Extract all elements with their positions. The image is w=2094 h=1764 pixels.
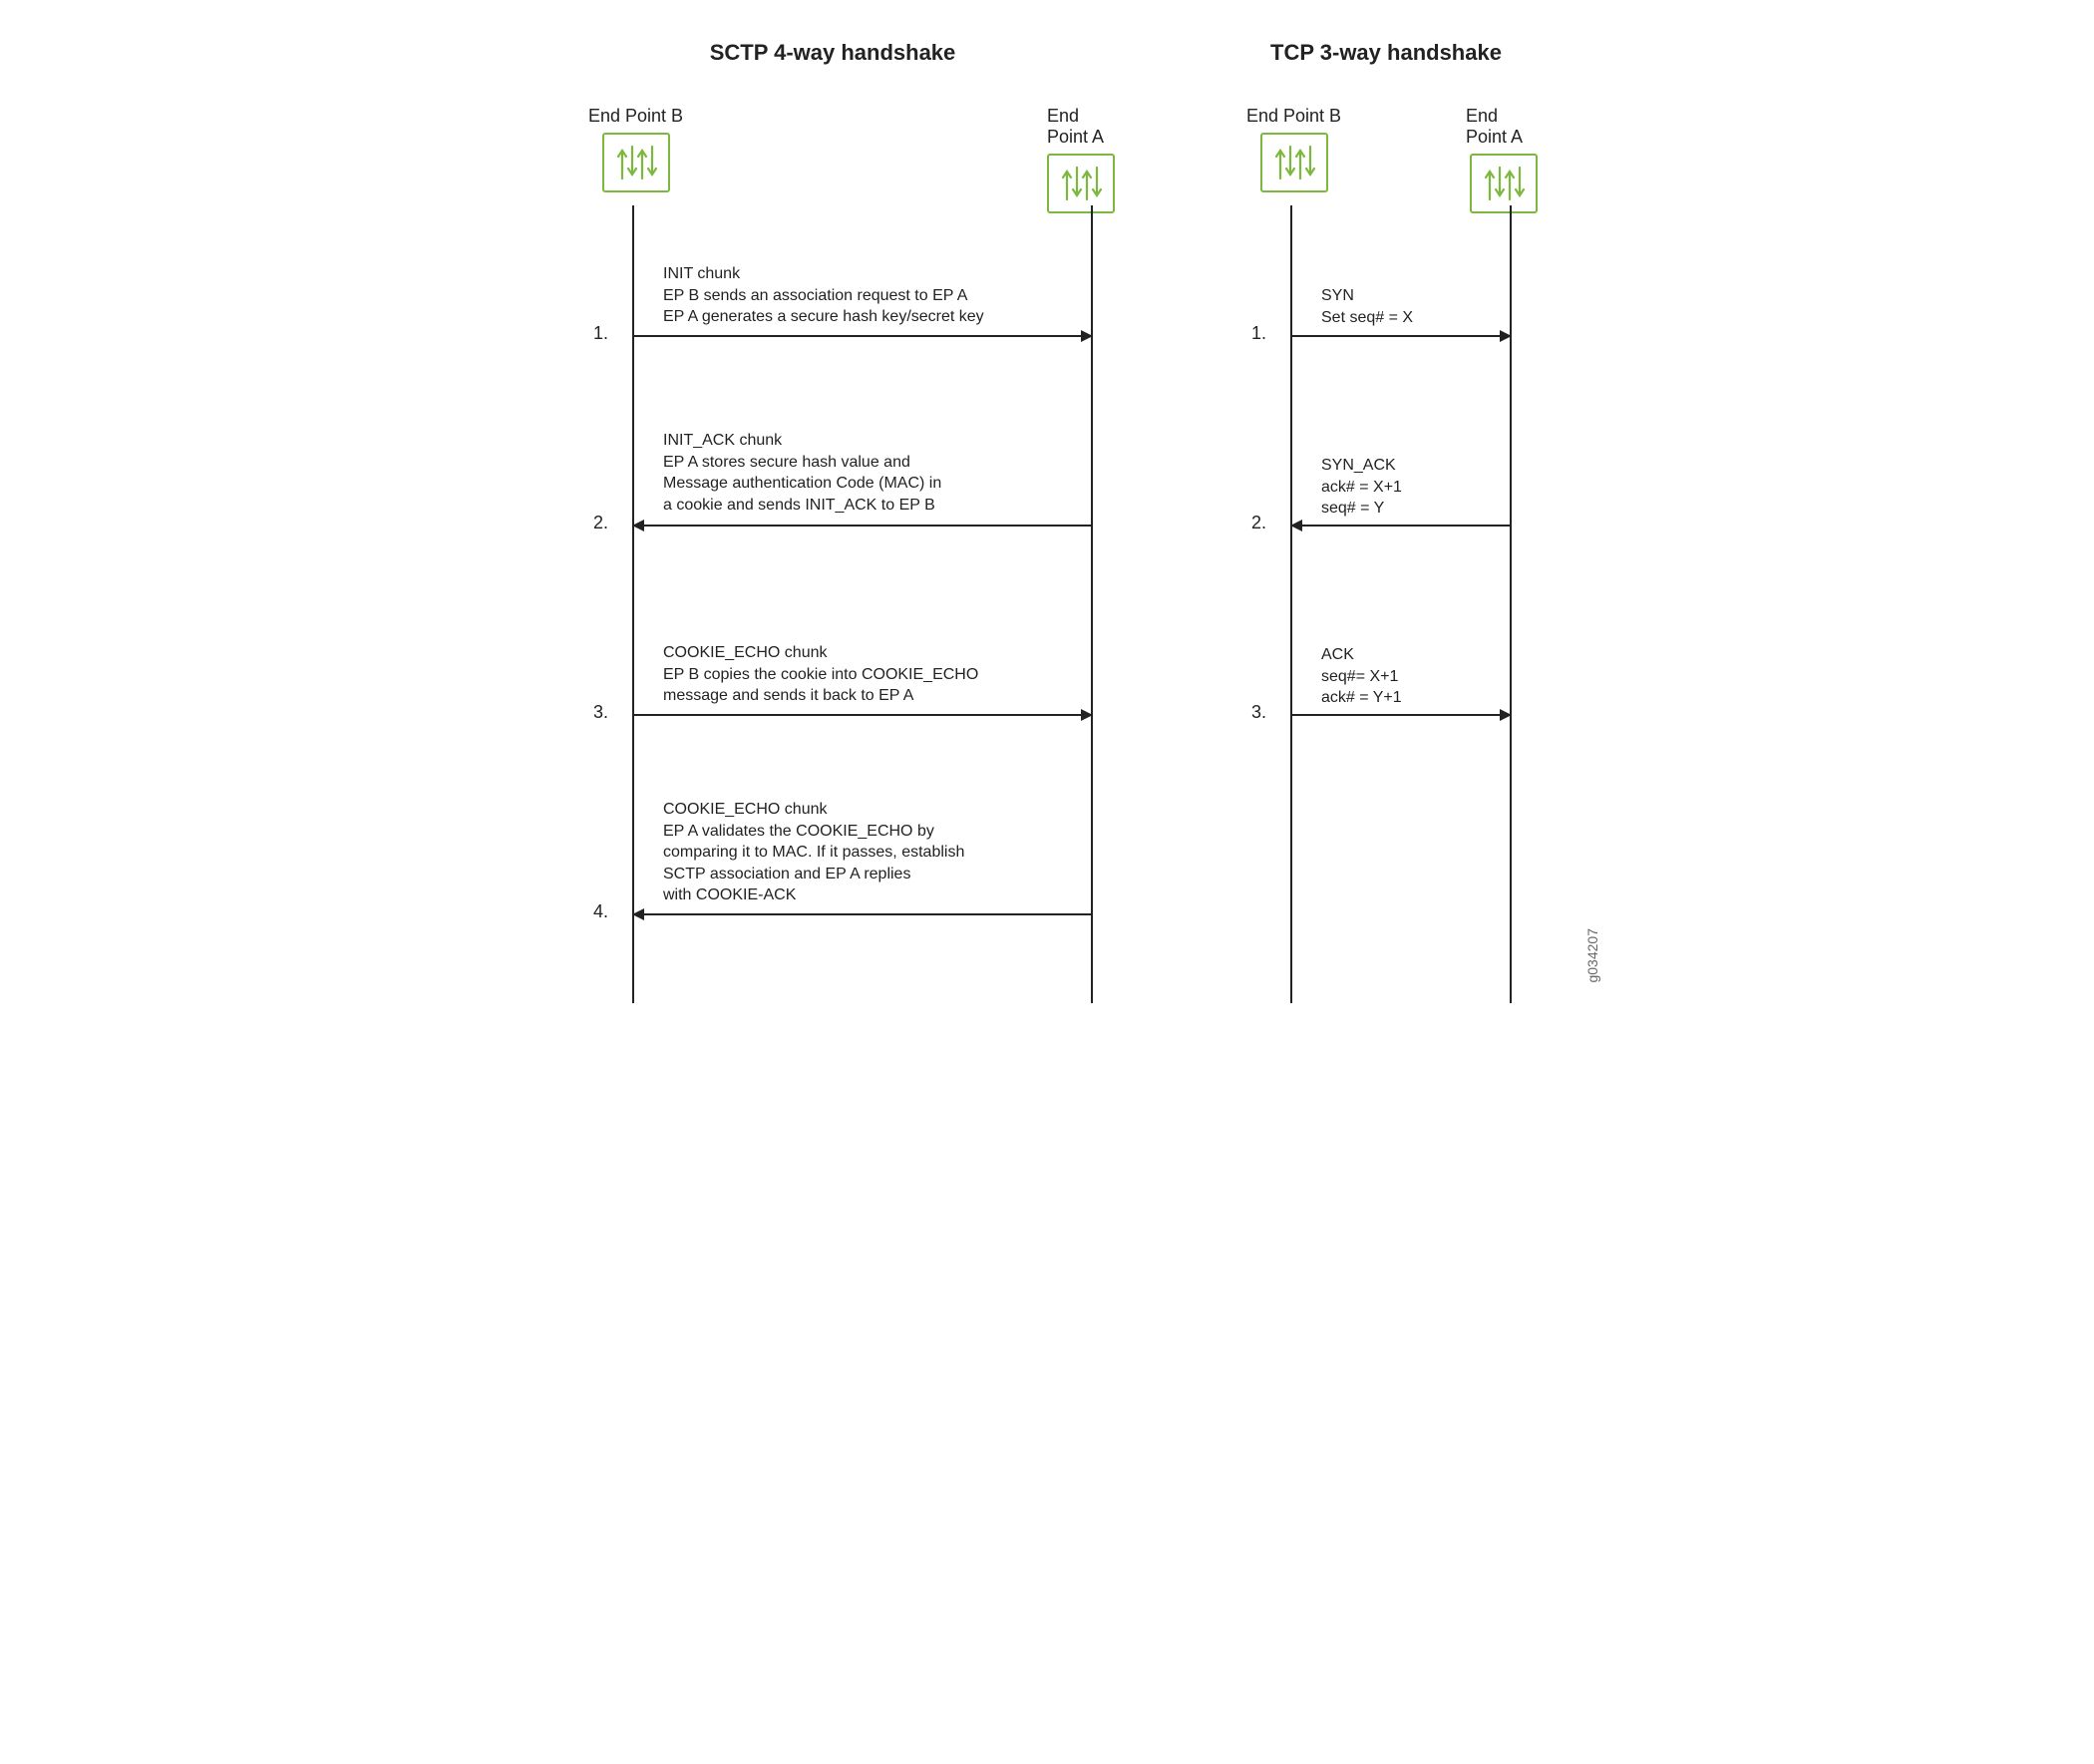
- step-number: 3.: [1251, 702, 1266, 723]
- network-endpoint-icon: [1047, 154, 1115, 213]
- message-arrow: [1292, 525, 1510, 527]
- message-arrow: [634, 913, 1091, 915]
- step-number: 3.: [593, 702, 608, 723]
- step-text: SYNSet seq# = X: [1321, 285, 1541, 328]
- endpoint: End Point B: [588, 106, 683, 192]
- network-endpoint-icon: [1260, 133, 1328, 192]
- arrow-head-right-icon: [1081, 709, 1093, 721]
- endpoint: End Point A: [1466, 106, 1541, 213]
- network-endpoint-icon: [1470, 154, 1538, 213]
- network-endpoint-icon: [602, 133, 670, 192]
- sctp-endpoints-row: End Point B End Point A: [553, 106, 1112, 195]
- step-number: 2.: [593, 513, 608, 533]
- message-arrow: [634, 335, 1091, 337]
- step-text: COOKIE_ECHO chunkEP B copies the cookie …: [663, 642, 1122, 707]
- arrow-head-right-icon: [1081, 330, 1093, 342]
- step-number: 1.: [593, 323, 608, 344]
- arrow-head-left-icon: [1290, 520, 1302, 531]
- arrow-head-right-icon: [1500, 330, 1512, 342]
- endpoint: End Point A: [1047, 106, 1115, 213]
- step-text: SYN_ACKack# = X+1seq# = Y: [1321, 455, 1541, 520]
- sctp-panel: SCTP 4-way handshake End Point B End Poi…: [553, 40, 1112, 1003]
- arrow-head-left-icon: [632, 520, 644, 531]
- tcp-sequence-area: 1. SYNSet seq# = X 2. SYN_ACKack# = X+1seq#…: [1231, 205, 1541, 1003]
- tcp-endpoints-row: End Point B End Point A: [1231, 106, 1541, 195]
- lifeline-b: [1290, 205, 1292, 1003]
- step-number: 2.: [1251, 513, 1266, 533]
- step-text: INIT chunkEP B sends an association requ…: [663, 263, 1122, 328]
- figure-code: g034207: [1584, 928, 1600, 983]
- arrow-head-right-icon: [1500, 709, 1512, 721]
- arrow-head-left-icon: [632, 908, 644, 920]
- endpoint-label: End Point A: [1466, 106, 1541, 148]
- diagram-container: SCTP 4-way handshake End Point B End Poi…: [40, 40, 2054, 1003]
- tcp-panel: TCP 3-way handshake End Point B End Poin…: [1231, 40, 1541, 1003]
- step-number: 1.: [1251, 323, 1266, 344]
- step-text: COOKIE_ECHO chunkEP A validates the COOK…: [663, 799, 1122, 906]
- step-text: ACKseq#= X+1ack# = Y+1: [1321, 644, 1541, 709]
- step-text: INIT_ACK chunkEP A stores secure hash va…: [663, 430, 1122, 516]
- endpoint-label: End Point B: [1246, 106, 1341, 127]
- message-arrow: [634, 525, 1091, 527]
- endpoint: End Point B: [1246, 106, 1341, 192]
- lifeline-b: [632, 205, 634, 1003]
- step-number: 4.: [593, 901, 608, 922]
- message-arrow: [1292, 714, 1510, 716]
- message-arrow: [634, 714, 1091, 716]
- endpoint-label: End Point A: [1047, 106, 1115, 148]
- sctp-sequence-area: 1.INIT chunkEP B sends an association re…: [553, 205, 1112, 1003]
- endpoint-label: End Point B: [588, 106, 683, 127]
- message-arrow: [1292, 335, 1510, 337]
- tcp-title: TCP 3-way handshake: [1270, 40, 1502, 66]
- sctp-title: SCTP 4-way handshake: [710, 40, 956, 66]
